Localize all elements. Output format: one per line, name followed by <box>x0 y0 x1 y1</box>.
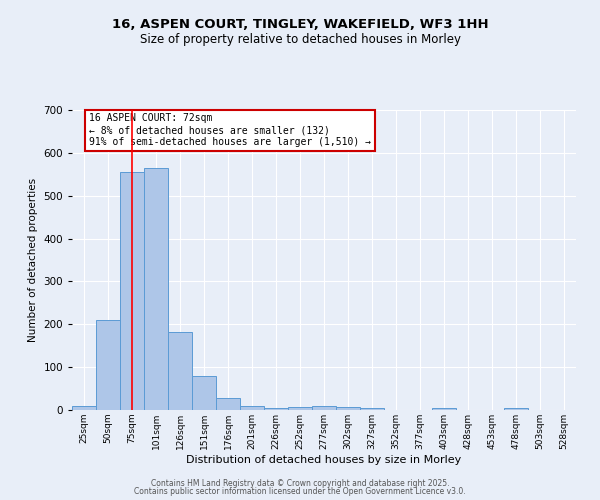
Bar <box>336 407 360 410</box>
Bar <box>216 398 240 410</box>
Bar <box>192 376 216 410</box>
Bar <box>312 406 336 410</box>
Bar <box>120 172 144 410</box>
Text: 16, ASPEN COURT, TINGLEY, WAKEFIELD, WF3 1HH: 16, ASPEN COURT, TINGLEY, WAKEFIELD, WF3… <box>112 18 488 30</box>
Bar <box>168 332 192 410</box>
Bar <box>504 408 528 410</box>
X-axis label: Distribution of detached houses by size in Morley: Distribution of detached houses by size … <box>187 454 461 464</box>
Text: Contains public sector information licensed under the Open Government Licence v3: Contains public sector information licen… <box>134 487 466 496</box>
Bar <box>288 406 312 410</box>
Bar <box>360 408 384 410</box>
Bar <box>144 168 168 410</box>
Text: Contains HM Land Registry data © Crown copyright and database right 2025.: Contains HM Land Registry data © Crown c… <box>151 478 449 488</box>
Text: 16 ASPEN COURT: 72sqm
← 8% of detached houses are smaller (132)
91% of semi-deta: 16 ASPEN COURT: 72sqm ← 8% of detached h… <box>89 114 371 146</box>
Bar <box>432 408 456 410</box>
Text: Size of property relative to detached houses in Morley: Size of property relative to detached ho… <box>139 32 461 46</box>
Bar <box>96 320 120 410</box>
Bar <box>240 406 264 410</box>
Bar <box>72 406 96 410</box>
Bar <box>264 408 288 410</box>
Y-axis label: Number of detached properties: Number of detached properties <box>28 178 38 342</box>
